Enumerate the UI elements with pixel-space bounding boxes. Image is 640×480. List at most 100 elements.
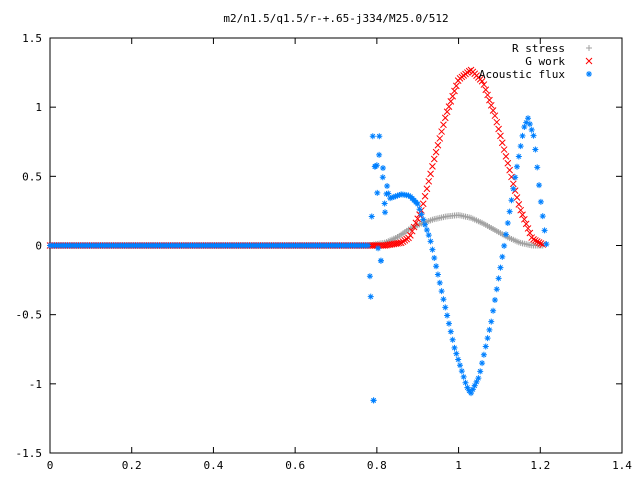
data-point <box>525 115 532 122</box>
data-point <box>502 231 509 238</box>
data-point <box>382 209 389 216</box>
data-point <box>422 221 429 228</box>
data-point <box>453 350 460 357</box>
data-point <box>523 119 530 126</box>
x-tick-label: 0 <box>47 459 54 472</box>
data-point <box>521 123 528 130</box>
data-point <box>491 297 498 304</box>
y-tick-label: -1 <box>29 378 42 391</box>
data-point <box>379 174 386 181</box>
data-point <box>455 356 462 363</box>
data-point <box>513 163 520 170</box>
data-point <box>440 121 447 129</box>
data-point <box>486 326 493 333</box>
data-point <box>420 216 427 223</box>
data-point <box>501 242 508 249</box>
data-point <box>528 126 535 133</box>
data-point <box>445 103 453 110</box>
data-point <box>532 237 539 244</box>
data-point <box>477 368 484 375</box>
data-point <box>410 223 418 231</box>
data-point <box>493 286 500 293</box>
data-point <box>484 335 491 342</box>
data-point <box>384 183 391 190</box>
data-point <box>478 77 486 85</box>
data-point <box>374 189 381 196</box>
data-point <box>495 275 502 282</box>
data-point <box>427 170 434 178</box>
data-point <box>436 135 444 142</box>
data-point <box>504 159 512 167</box>
data-point <box>519 211 526 219</box>
data-point <box>460 373 467 380</box>
x-tick-label: 0.2 <box>122 459 142 472</box>
data-point <box>423 185 431 193</box>
data-point <box>490 307 497 314</box>
data-point <box>438 128 445 135</box>
data-point <box>427 238 434 245</box>
data-point <box>433 263 440 270</box>
data-point <box>449 92 457 100</box>
data-point <box>369 133 376 140</box>
legend-entry-label: G work <box>525 55 565 68</box>
y-tick-label: 1.5 <box>22 32 42 45</box>
y-tick-label: 1 <box>35 101 42 114</box>
y-tick-label: 0 <box>35 240 42 253</box>
data-point <box>447 328 454 335</box>
data-point <box>425 177 433 185</box>
data-point <box>373 162 380 169</box>
data-point <box>506 166 513 174</box>
legend-marker <box>585 57 593 65</box>
data-point <box>508 197 515 204</box>
data-point <box>430 155 438 163</box>
data-point <box>390 193 397 200</box>
data-point <box>414 201 421 207</box>
data-point <box>512 174 519 181</box>
series-1 <box>46 66 547 249</box>
data-point <box>524 225 532 232</box>
data-point <box>510 185 517 192</box>
data-point <box>457 362 464 369</box>
data-point <box>387 195 394 202</box>
x-tick-label: 0.8 <box>367 459 387 472</box>
y-tick-label: -0.5 <box>16 309 43 322</box>
data-point <box>539 213 546 220</box>
series-2 <box>47 115 550 404</box>
data-point <box>506 208 513 215</box>
data-point <box>442 304 449 311</box>
data-point <box>392 193 399 200</box>
data-point <box>370 397 377 404</box>
data-point <box>444 312 451 319</box>
data-point <box>368 213 375 220</box>
data-point <box>515 153 522 160</box>
data-point <box>473 378 480 385</box>
legend-marker <box>586 45 592 51</box>
data-point <box>533 238 541 245</box>
data-point <box>432 148 440 156</box>
data-point <box>482 343 489 350</box>
data-point <box>425 232 432 239</box>
data-point <box>515 200 523 208</box>
data-point <box>421 192 429 200</box>
x-tick-label: 0.6 <box>285 459 305 472</box>
data-point <box>451 87 458 95</box>
x-tick-label: 1.4 <box>612 459 632 472</box>
data-point <box>429 163 436 170</box>
data-point <box>366 273 373 280</box>
series-layer <box>46 66 550 404</box>
data-point <box>513 194 521 201</box>
y-tick-label: 0.5 <box>22 170 42 183</box>
data-point <box>375 245 382 252</box>
data-point <box>445 320 452 327</box>
data-point <box>405 192 412 199</box>
data-point <box>379 165 386 172</box>
data-point <box>497 264 504 271</box>
data-point <box>500 146 508 153</box>
data-point <box>423 226 430 233</box>
data-point <box>434 271 441 278</box>
data-point <box>495 125 502 133</box>
data-point <box>388 194 395 201</box>
data-point <box>434 141 442 149</box>
